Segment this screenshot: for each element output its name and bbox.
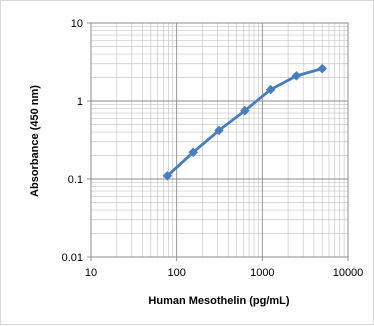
x-tick-label: 10: [85, 267, 97, 279]
grid: [90, 22, 349, 258]
y-axis-title: Absorbance (450 nm): [29, 85, 41, 197]
data-point-marker: [265, 84, 276, 95]
data-point-marker: [214, 125, 224, 136]
x-tick-label: 10000: [333, 267, 364, 279]
data-point-marker: [317, 63, 327, 74]
series-line: [166, 67, 323, 177]
x-tick-label: 100: [167, 267, 185, 279]
series-group: [162, 63, 327, 181]
data-point-marker: [162, 171, 173, 181]
data-point-marker: [240, 105, 250, 116]
y-tick-label: 1: [77, 96, 83, 108]
x-axis-title: Human Mesothelin (pg/mL): [148, 295, 290, 307]
plot-area-border: [90, 22, 349, 258]
y-tick-label: 0.01: [62, 252, 83, 264]
x-tick-label: 1000: [250, 267, 274, 279]
tick-labels: 10 100 1000 10000 0.01 0.1 1 10: [62, 18, 364, 279]
y-tick-label: 0.1: [68, 174, 83, 186]
axes: [87, 22, 349, 261]
data-point-marker: [291, 71, 302, 81]
data-point-marker: [188, 147, 198, 158]
y-tick-label: 10: [71, 18, 83, 30]
